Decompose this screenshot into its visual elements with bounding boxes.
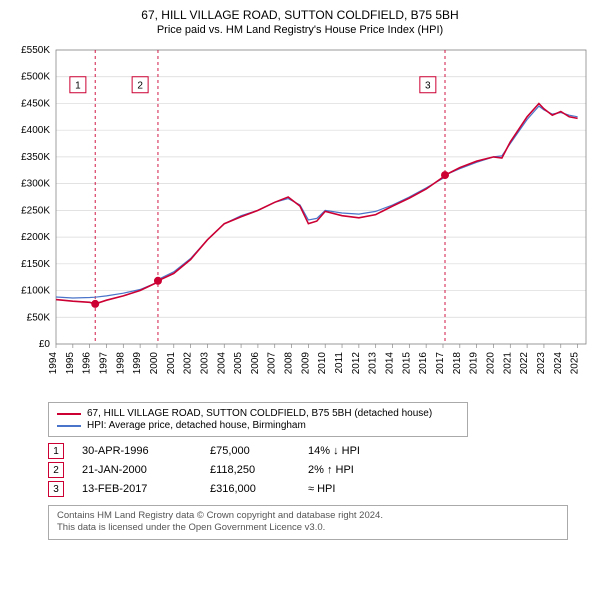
y-tick-label: £200K bbox=[21, 232, 50, 243]
sale-marker-icon: 1 bbox=[48, 443, 64, 459]
legend-item: 67, HILL VILLAGE ROAD, SUTTON COLDFIELD,… bbox=[57, 408, 459, 419]
legend-item: HPI: Average price, detached house, Birm… bbox=[57, 420, 459, 431]
y-tick-label: £500K bbox=[21, 72, 50, 83]
x-tick-label: 2007 bbox=[267, 352, 278, 375]
x-tick-label: 2019 bbox=[469, 352, 480, 375]
sale-delta: 2% ↑ HPI bbox=[308, 464, 388, 476]
legend: 67, HILL VILLAGE ROAD, SUTTON COLDFIELD,… bbox=[48, 402, 468, 437]
legend-label: 67, HILL VILLAGE ROAD, SUTTON COLDFIELD,… bbox=[87, 408, 432, 419]
y-tick-label: £0 bbox=[39, 339, 51, 350]
sale-row: 1 30-APR-1996 £75,000 14% ↓ HPI bbox=[48, 443, 592, 459]
attribution: Contains HM Land Registry data © Crown c… bbox=[48, 505, 568, 540]
y-tick-label: £300K bbox=[21, 179, 50, 190]
legend-swatch bbox=[57, 425, 81, 427]
sale-marker-icon: 2 bbox=[48, 462, 64, 478]
y-tick-label: £100K bbox=[21, 286, 50, 297]
x-tick-label: 2003 bbox=[199, 352, 210, 375]
x-tick-label: 2011 bbox=[334, 352, 345, 374]
chart-title: 67, HILL VILLAGE ROAD, SUTTON COLDFIELD,… bbox=[8, 8, 592, 22]
legend-swatch bbox=[57, 413, 81, 415]
x-tick-label: 2010 bbox=[317, 352, 328, 375]
x-tick-label: 1997 bbox=[98, 352, 109, 375]
chart-subtitle: Price paid vs. HM Land Registry's House … bbox=[8, 24, 592, 36]
sale-price: £75,000 bbox=[210, 445, 290, 457]
legend-label: HPI: Average price, detached house, Birm… bbox=[87, 420, 306, 431]
x-tick-label: 2017 bbox=[435, 352, 446, 375]
sale-row: 2 21-JAN-2000 £118,250 2% ↑ HPI bbox=[48, 462, 592, 478]
sale-price: £316,000 bbox=[210, 483, 290, 495]
sale-date: 30-APR-1996 bbox=[82, 445, 192, 457]
x-tick-label: 2025 bbox=[570, 352, 581, 375]
x-tick-label: 2024 bbox=[553, 352, 564, 375]
x-tick-label: 1999 bbox=[132, 352, 143, 375]
x-tick-label: 2002 bbox=[183, 352, 194, 375]
series-hpi bbox=[56, 106, 578, 298]
sale-date: 21-JAN-2000 bbox=[82, 464, 192, 476]
x-tick-label: 2005 bbox=[233, 352, 244, 375]
x-tick-label: 2021 bbox=[502, 352, 513, 375]
sale-price: £118,250 bbox=[210, 464, 290, 476]
series-property bbox=[56, 104, 578, 304]
attribution-line2: This data is licensed under the Open Gov… bbox=[57, 522, 559, 534]
chart-area: £0 £50K £100K £150K £200K £250K £300K £350K £400… bbox=[8, 44, 592, 394]
x-tick-label: 2016 bbox=[418, 352, 429, 375]
sale-marker-label: 1 bbox=[75, 81, 81, 92]
x-tick-label: 2012 bbox=[351, 352, 362, 375]
sale-point bbox=[91, 300, 99, 308]
x-tick-label: 2008 bbox=[284, 352, 295, 375]
x-tick-label: 2015 bbox=[401, 352, 412, 375]
sale-point bbox=[154, 277, 162, 285]
attribution-line1: Contains HM Land Registry data © Crown c… bbox=[57, 510, 559, 522]
x-tick-label: 2023 bbox=[536, 352, 547, 375]
sale-marker-icon: 3 bbox=[48, 481, 64, 497]
y-tick-label: £350K bbox=[21, 152, 50, 163]
y-tick-label: £150K bbox=[21, 259, 50, 270]
sale-date: 13-FEB-2017 bbox=[82, 483, 192, 495]
y-tick-label: £450K bbox=[21, 98, 50, 109]
sale-marker-label: 3 bbox=[425, 81, 431, 92]
x-tick-label: 2018 bbox=[452, 352, 463, 375]
x-tick-label: 1998 bbox=[115, 352, 126, 375]
sale-delta: 14% ↓ HPI bbox=[308, 445, 388, 457]
sale-marker-label: 2 bbox=[137, 81, 143, 92]
sales-table: 1 30-APR-1996 £75,000 14% ↓ HPI 2 21-JAN-2000… bbox=[48, 443, 592, 497]
x-tick-label: 2000 bbox=[149, 352, 160, 375]
x-tick-label: 2020 bbox=[485, 352, 496, 375]
x-tick-label: 2009 bbox=[300, 352, 311, 375]
sale-delta: ≈ HPI bbox=[308, 483, 388, 495]
sale-point bbox=[441, 171, 449, 179]
y-tick-label: £50K bbox=[27, 312, 51, 323]
y-tick-label: £250K bbox=[21, 205, 50, 216]
y-tick-label: £400K bbox=[21, 125, 50, 136]
x-tick-label: 1994 bbox=[48, 352, 59, 375]
x-tick-label: 2013 bbox=[368, 352, 379, 375]
x-tick-label: 2014 bbox=[385, 352, 396, 375]
x-tick-label: 2004 bbox=[216, 352, 227, 375]
x-tick-label: 2006 bbox=[250, 352, 261, 375]
x-tick-label: 2001 bbox=[166, 352, 177, 375]
x-tick-label: 1995 bbox=[65, 352, 76, 375]
x-tick-label: 1996 bbox=[82, 352, 93, 375]
x-tick-label: 2022 bbox=[519, 352, 530, 375]
chart-svg: £0 £50K £100K £150K £200K £250K £300K £350K £400… bbox=[8, 44, 592, 394]
y-tick-label: £550K bbox=[21, 45, 50, 56]
sale-row: 3 13-FEB-2017 £316,000 ≈ HPI bbox=[48, 481, 592, 497]
